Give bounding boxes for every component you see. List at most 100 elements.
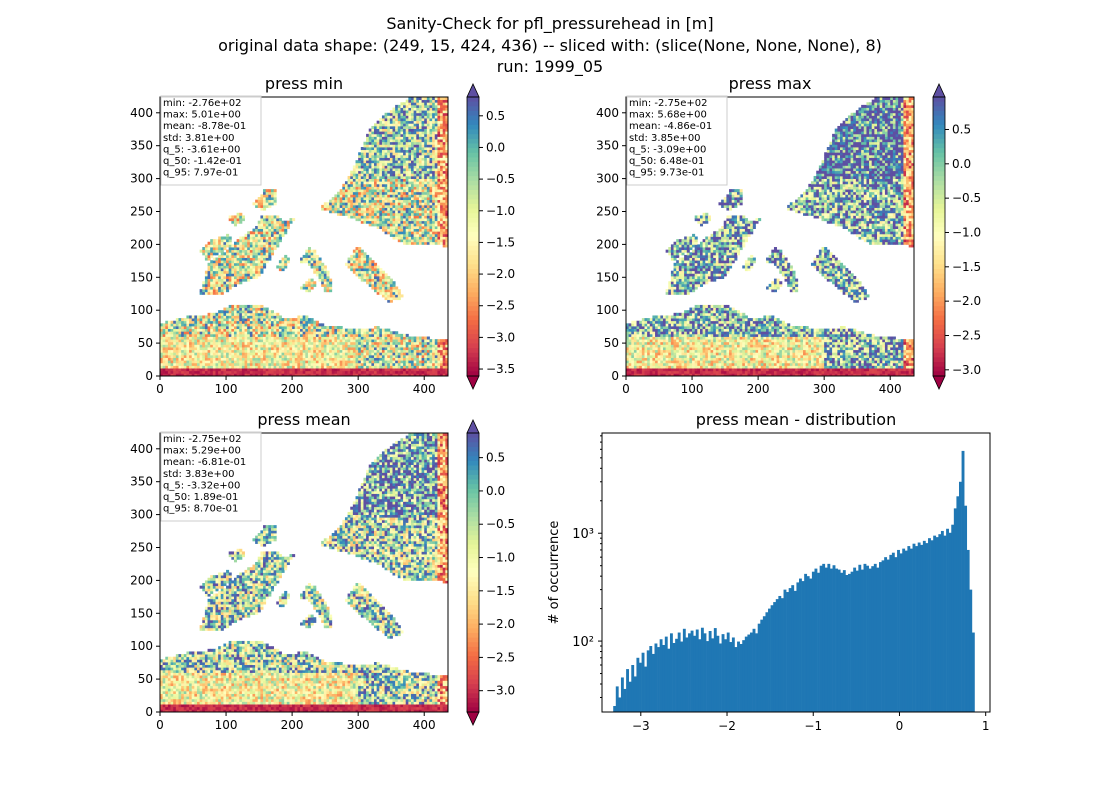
map-cell [392,336,396,340]
map-cell [284,257,288,261]
map-cell [421,128,425,132]
map-cell [167,357,171,361]
map-cell [228,244,232,248]
map-cell [337,202,341,206]
map-cell [405,236,409,240]
map-cell [231,218,235,222]
map-cell [392,233,396,237]
map-cell [310,370,314,374]
map-cell [339,331,343,335]
map-cell [395,212,399,216]
map-cell [400,215,404,219]
map-cell [231,349,235,353]
map-cell [432,183,436,187]
map-cell [355,360,359,364]
map-cell [355,202,359,206]
map-cell [416,99,420,103]
map-cell [374,162,378,166]
map-cell [405,373,409,377]
map-cell [392,125,396,129]
map-cell [397,289,401,293]
map-cell [379,218,383,222]
map-cell [265,199,269,203]
map-cell [270,244,275,248]
map-cell [294,318,298,322]
map-cell [263,333,267,337]
map-cell [395,204,399,208]
map-cell [413,225,417,230]
map-cell [218,365,222,369]
map-cell [331,325,335,330]
map-cell [371,152,375,156]
map-cell [186,339,190,343]
map-cell [162,354,166,358]
map-cell [363,270,367,274]
map-cell [429,204,433,208]
map-cell [445,168,449,172]
map-cell [321,362,325,366]
map-cell [326,347,330,351]
map-cell [183,347,187,351]
map-cell [434,157,438,161]
map-cell [167,365,171,369]
map-cell [323,204,327,208]
map-cell [389,299,393,303]
map-cell [257,368,261,372]
map-cell [434,347,438,351]
map-cell [413,241,417,245]
map-cell [363,207,367,211]
map-cell [405,370,409,374]
map-cell [294,344,298,348]
map-cell [236,331,240,335]
map-cell [403,204,407,208]
map-cell [440,141,444,145]
map-cell [329,202,333,206]
map-cell [294,365,298,369]
map-cell [397,365,401,369]
map-cell [334,370,338,374]
map-cell [167,320,171,324]
map-cell [178,331,182,335]
map-cell [220,336,224,340]
map-cell [236,352,240,356]
map-cell [307,247,312,251]
map-cell [429,225,433,230]
map-cell [368,257,372,261]
map-cell [270,249,275,253]
map-cell [358,349,362,353]
map-cell [257,310,261,314]
map-cell [366,254,370,258]
map-cell [442,362,446,366]
map-cell [350,210,354,214]
map-cell [218,354,222,358]
map-cell [403,191,407,195]
map-cell [405,194,409,198]
map-cell [421,357,425,361]
map-cell [255,273,259,277]
map-cell [421,239,425,243]
map-cell [265,189,269,193]
map-cell [228,239,232,243]
map-cell [218,336,222,340]
map-cell [257,365,261,369]
map-cell [260,323,264,327]
map-cell [265,194,269,198]
map-cell [376,133,380,137]
map-cell [413,147,417,151]
map-cell [318,365,322,369]
map-cell [339,207,343,211]
map-cell [183,320,187,324]
map-cell [405,207,409,211]
map-cell [268,191,272,195]
map-cell [395,354,399,358]
map-cell [352,270,356,274]
map-cell [397,194,401,198]
map-cell [183,354,187,358]
map-cell [342,331,346,335]
map-cell [241,244,245,248]
map-cell [302,370,306,374]
map-cell [249,352,253,356]
map-cell [307,283,312,287]
map-cell [220,318,224,322]
map-cell [281,352,285,356]
